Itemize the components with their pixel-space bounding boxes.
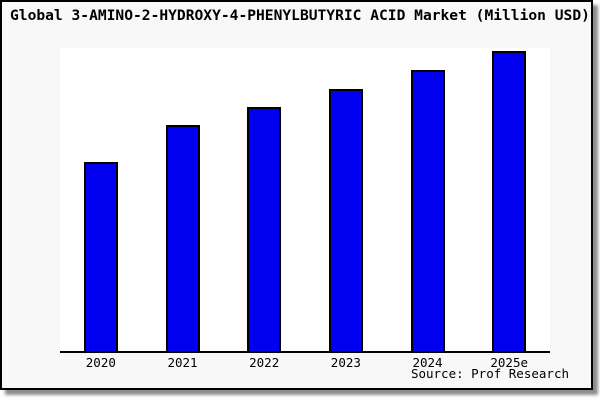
bar-2024 xyxy=(410,70,445,351)
source-caption: Source: Prof Research xyxy=(410,366,569,381)
bar-2020 xyxy=(83,162,118,351)
bar-slot-2025e xyxy=(468,48,550,351)
bar-slot-2024 xyxy=(387,48,469,351)
chart-title: Global 3-AMINO-2-HYDROXY-4-PHENYLBUTYRIC… xyxy=(10,7,590,24)
x-axis-labels: 2020 2021 2022 2023 2024 2025e xyxy=(60,355,550,370)
bar-2022 xyxy=(247,107,282,351)
bar-2023 xyxy=(328,89,363,351)
x-tick-label-2024: 2024 xyxy=(412,355,443,370)
chart-figure: Global 3-AMINO-2-HYDROXY-4-PHENYLBUTYRIC… xyxy=(0,0,593,390)
bar-2021 xyxy=(165,125,200,351)
bar-slot-2023 xyxy=(305,48,387,351)
bar-slot-2022 xyxy=(223,48,305,351)
x-tick-label-2025e: 2025e xyxy=(490,355,529,370)
x-tick-label-2022: 2022 xyxy=(249,355,280,370)
x-tick-label-2023: 2023 xyxy=(330,355,361,370)
x-tick-label-2021: 2021 xyxy=(167,355,198,370)
bar-slot-2021 xyxy=(142,48,224,351)
bar-2025e xyxy=(492,51,527,351)
x-tick-label-2020: 2020 xyxy=(85,355,116,370)
plot-area xyxy=(60,48,550,353)
bar-slot-2020 xyxy=(60,48,142,351)
